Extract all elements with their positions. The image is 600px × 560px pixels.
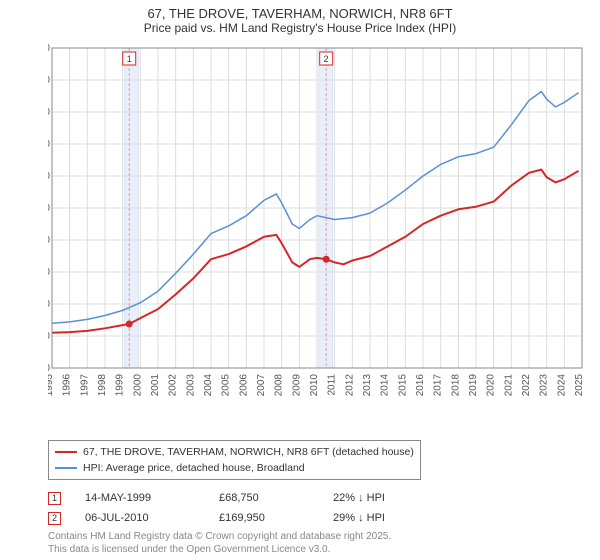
svg-text:2025: 2025 xyxy=(574,374,585,397)
legend-swatch-2 xyxy=(55,467,77,469)
svg-text:2021: 2021 xyxy=(503,374,514,397)
sales-row: 2 06-JUL-2010 £169,950 29% ↓ HPI xyxy=(48,508,588,528)
sale-delta: 22% ↓ HPI xyxy=(333,492,443,504)
svg-text:2008: 2008 xyxy=(274,374,285,397)
svg-text:2016: 2016 xyxy=(415,374,426,397)
svg-text:2019: 2019 xyxy=(468,374,479,397)
chart-title-line1: 67, THE DROVE, TAVERHAM, NORWICH, NR8 6F… xyxy=(0,6,600,21)
sale-date: 14-MAY-1999 xyxy=(85,492,195,504)
svg-text:1995: 1995 xyxy=(48,374,55,397)
svg-text:2009: 2009 xyxy=(291,374,302,397)
svg-text:2015: 2015 xyxy=(397,374,408,397)
svg-text:2018: 2018 xyxy=(450,374,461,397)
sale-delta: 29% ↓ HPI xyxy=(333,512,443,524)
svg-text:2005: 2005 xyxy=(221,374,232,397)
footer-attribution: Contains HM Land Registry data © Crown c… xyxy=(48,530,391,556)
legend-row-1: 67, THE DROVE, TAVERHAM, NORWICH, NR8 6F… xyxy=(55,444,414,460)
svg-text:2004: 2004 xyxy=(203,374,214,397)
svg-text:1997: 1997 xyxy=(79,374,90,397)
svg-text:2022: 2022 xyxy=(521,374,532,397)
sale-marker-box: 2 xyxy=(48,512,61,525)
svg-text:1996: 1996 xyxy=(62,374,73,397)
svg-text:1998: 1998 xyxy=(97,374,108,397)
legend-box: 67, THE DROVE, TAVERHAM, NORWICH, NR8 6F… xyxy=(48,440,421,480)
svg-text:2013: 2013 xyxy=(362,374,373,397)
sale-date: 06-JUL-2010 xyxy=(85,512,195,524)
svg-text:2007: 2007 xyxy=(256,374,267,397)
svg-text:2011: 2011 xyxy=(327,374,338,396)
svg-text:2017: 2017 xyxy=(433,374,444,397)
footer-line1: Contains HM Land Registry data © Crown c… xyxy=(48,530,391,543)
chart-svg: £0£50,000£100,000£150,000£200,000£250,00… xyxy=(48,42,588,412)
footer-line2: This data is licensed under the Open Gov… xyxy=(48,543,391,556)
svg-text:2003: 2003 xyxy=(185,374,196,397)
sales-table: 1 14-MAY-1999 £68,750 22% ↓ HPI 2 06-JUL-2010… xyxy=(48,488,588,528)
svg-text:2024: 2024 xyxy=(556,374,567,397)
sale-marker-box: 1 xyxy=(48,492,61,505)
sale-price: £169,950 xyxy=(219,512,309,524)
svg-text:2000: 2000 xyxy=(132,374,143,397)
svg-text:2023: 2023 xyxy=(539,374,550,397)
legend-row-2: HPI: Average price, detached house, Broa… xyxy=(55,460,414,476)
svg-text:2001: 2001 xyxy=(150,374,161,397)
sale-price: £68,750 xyxy=(219,492,309,504)
sales-row: 1 14-MAY-1999 £68,750 22% ↓ HPI xyxy=(48,488,588,508)
legend-label-2: HPI: Average price, detached house, Broa… xyxy=(83,462,305,474)
svg-text:1: 1 xyxy=(127,54,132,64)
legend-and-table: 67, THE DROVE, TAVERHAM, NORWICH, NR8 6F… xyxy=(48,440,588,528)
svg-text:2012: 2012 xyxy=(344,374,355,397)
svg-text:2: 2 xyxy=(324,54,329,64)
svg-text:1999: 1999 xyxy=(115,374,126,397)
svg-text:2020: 2020 xyxy=(486,374,497,397)
svg-text:2002: 2002 xyxy=(168,374,179,397)
svg-text:2010: 2010 xyxy=(309,374,320,397)
legend-label-1: 67, THE DROVE, TAVERHAM, NORWICH, NR8 6F… xyxy=(83,446,414,458)
svg-text:2014: 2014 xyxy=(380,374,391,397)
chart-title-line2: Price paid vs. HM Land Registry's House … xyxy=(0,21,600,35)
svg-text:2006: 2006 xyxy=(238,374,249,397)
chart-title-block: 67, THE DROVE, TAVERHAM, NORWICH, NR8 6F… xyxy=(0,0,600,35)
legend-swatch-1 xyxy=(55,451,77,454)
chart-area: £0£50,000£100,000£150,000£200,000£250,00… xyxy=(48,42,588,412)
